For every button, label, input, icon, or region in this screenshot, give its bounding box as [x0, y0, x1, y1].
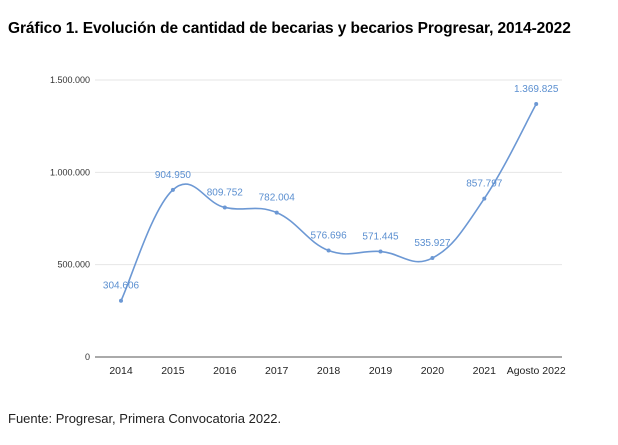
data-point: [222, 205, 227, 210]
data-point: [274, 210, 279, 215]
data-label: 809.752: [207, 187, 244, 198]
x-tick-label: 2015: [161, 365, 185, 377]
series: [119, 102, 539, 303]
x-tick-label: Agosto 2022: [507, 365, 566, 377]
data-point: [326, 248, 331, 253]
x-tick-label: 2017: [265, 365, 289, 377]
y-tick-label: 1.000.000: [50, 167, 90, 177]
y-axis: 0 500.000 1.000.000 1.500.000: [50, 75, 90, 362]
data-label: 857.797: [466, 179, 503, 190]
data-point: [378, 249, 383, 254]
data-label: 535.927: [414, 238, 451, 249]
data-label: 904.950: [155, 170, 192, 181]
y-tick-label: 500.000: [57, 260, 90, 270]
x-tick-label: 2014: [109, 365, 133, 377]
x-tick-label: 2018: [317, 365, 341, 377]
x-axis: 2014 2015 2016 2017 2018 2019 2020 2021 Agosto 2…: [95, 356, 566, 377]
x-tick-label: 2019: [369, 365, 393, 377]
data-point: [534, 102, 539, 107]
y-tick-label: 0: [85, 352, 90, 362]
x-tick-label: 2020: [421, 365, 445, 377]
grid-lines: [95, 79, 562, 266]
series-line: [120, 103, 537, 302]
data-point: [430, 256, 435, 261]
data-labels: 304.606 904.950 809.752 782.004 576.696 571.4…: [103, 84, 559, 292]
x-tick-label: 2016: [213, 365, 237, 377]
source-note: Fuente: Progresar, Primera Convocatoria …: [8, 411, 282, 426]
data-label: 782.004: [259, 193, 296, 204]
y-tick-label: 1.500.000: [50, 75, 90, 85]
data-point: [119, 298, 123, 303]
data-label: 304.606: [103, 281, 140, 292]
data-label: 571.445: [362, 231, 399, 242]
x-tick-label: 2021: [473, 365, 497, 377]
data-label: 576.696: [311, 231, 348, 242]
data-label: 1.369.825: [514, 84, 559, 95]
data-point: [170, 187, 175, 192]
chart-title: Gráfico 1. Evolución de cantidad de beca…: [8, 20, 571, 37]
data-point: [482, 196, 487, 201]
